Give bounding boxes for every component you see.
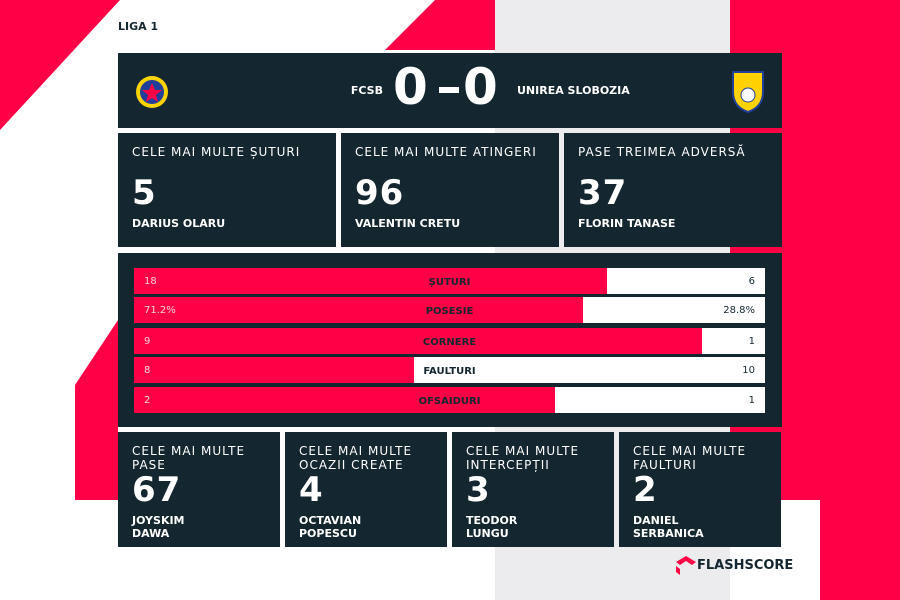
card-player: JOYSKIM DAWA (132, 514, 185, 540)
brand: FLASHSCORE (697, 558, 794, 573)
away-value: 28.8% (723, 305, 755, 316)
away-value: 6 (748, 276, 755, 287)
card-value: 67 (132, 470, 182, 510)
leader-card: CELE MAI MULTE OCAZII CREATE 4 OCTAVIAN PO… (285, 432, 447, 547)
card-title: CELE MAI MULTE FAULTURI (633, 444, 747, 472)
stat-label: OFSAIDURI (418, 396, 481, 407)
card-value: 96 (355, 173, 405, 213)
leader-card: CELE MAI MULTE INTERCEPȚII 3 TEODOR LUNGU (452, 432, 614, 547)
home-value: 8 (144, 365, 151, 376)
home-bar (134, 387, 555, 413)
card-value: 37 (578, 173, 628, 213)
stat-label: CORNERE (422, 337, 477, 348)
score-dash (439, 87, 459, 93)
card-title: CELE MAI MULTE ȘUTURI (132, 145, 301, 159)
stat-label: FAULTURI (423, 366, 476, 377)
card-value: 5 (132, 173, 157, 213)
card-title: CELE MAI MULTE OCAZII CREATE (299, 444, 413, 472)
away-value: 1 (748, 336, 755, 347)
bg-red-stripe (385, 0, 495, 50)
bg-red-left (75, 320, 118, 500)
card-title: CELE MAI MULTE PASE (132, 444, 246, 472)
card-player: TEODOR LUNGU (466, 514, 518, 540)
stat-row: 8 FAULTURI 10 (134, 357, 765, 383)
card-player: DANIEL SERBANICA (633, 514, 704, 540)
home-bar (134, 357, 415, 383)
away-value: 1 (748, 395, 755, 406)
home-value: 71.2% (144, 305, 176, 316)
away-crest-ball (740, 87, 756, 103)
stat-row: 2 OFSAIDURI 1 (134, 387, 765, 413)
leader-card: PASE TREIMEA ADVERSĂ 37 FLORIN TANASE (564, 133, 782, 247)
away-team: UNIREA SLOBOZIA (517, 84, 630, 97)
card-player: VALENTIN CRETU (355, 217, 461, 230)
home-bar (134, 328, 702, 354)
home-crest-star (142, 83, 162, 102)
bg-red-corner (0, 0, 120, 130)
home-score: 0 (393, 58, 428, 116)
card-title: CELE MAI MULTE ATINGERI (355, 145, 537, 159)
stat-label: POSESIE (425, 306, 474, 317)
leader-card: CELE MAI MULTE ATINGERI 96 VALENTIN CRETU (341, 133, 559, 247)
leader-card: CELE MAI MULTE FAULTURI 2 DANIEL SERBANICA (619, 432, 781, 547)
stat-row: 18 ȘUTURI 6 (134, 268, 765, 294)
league: LIGA 1 (118, 20, 159, 33)
away-score: 0 (463, 58, 498, 116)
home-value: 9 (144, 336, 151, 347)
brand-icon (676, 556, 696, 575)
stat-row: 71.2% POSESIE 28.8% (134, 297, 765, 323)
home-team: FCSB (350, 84, 383, 97)
leader-card: CELE MAI MULTE ȘUTURI 5 DARIUS OLARU (118, 133, 336, 247)
stat-row: 9 CORNERE 1 (134, 328, 765, 354)
home-bar (134, 297, 584, 323)
home-value: 2 (144, 395, 151, 406)
stat-label: ȘUTURI (428, 277, 471, 288)
home-bar (134, 268, 608, 294)
leader-card: CELE MAI MULTE PASE 67 JOYSKIM DAWA (118, 432, 280, 547)
card-title: PASE TREIMEA ADVERSĂ (578, 145, 746, 159)
card-player: OCTAVIAN POPESCU (299, 514, 362, 540)
card-value: 3 (466, 470, 491, 510)
away-value: 10 (742, 365, 755, 376)
home-value: 18 (144, 276, 157, 287)
card-value: 2 (633, 470, 658, 510)
card-title: CELE MAI MULTE INTERCEPȚII (466, 444, 580, 472)
card-value: 4 (299, 470, 324, 510)
card-player: FLORIN TANASE (578, 217, 676, 230)
card-player: DARIUS OLARU (132, 217, 226, 230)
